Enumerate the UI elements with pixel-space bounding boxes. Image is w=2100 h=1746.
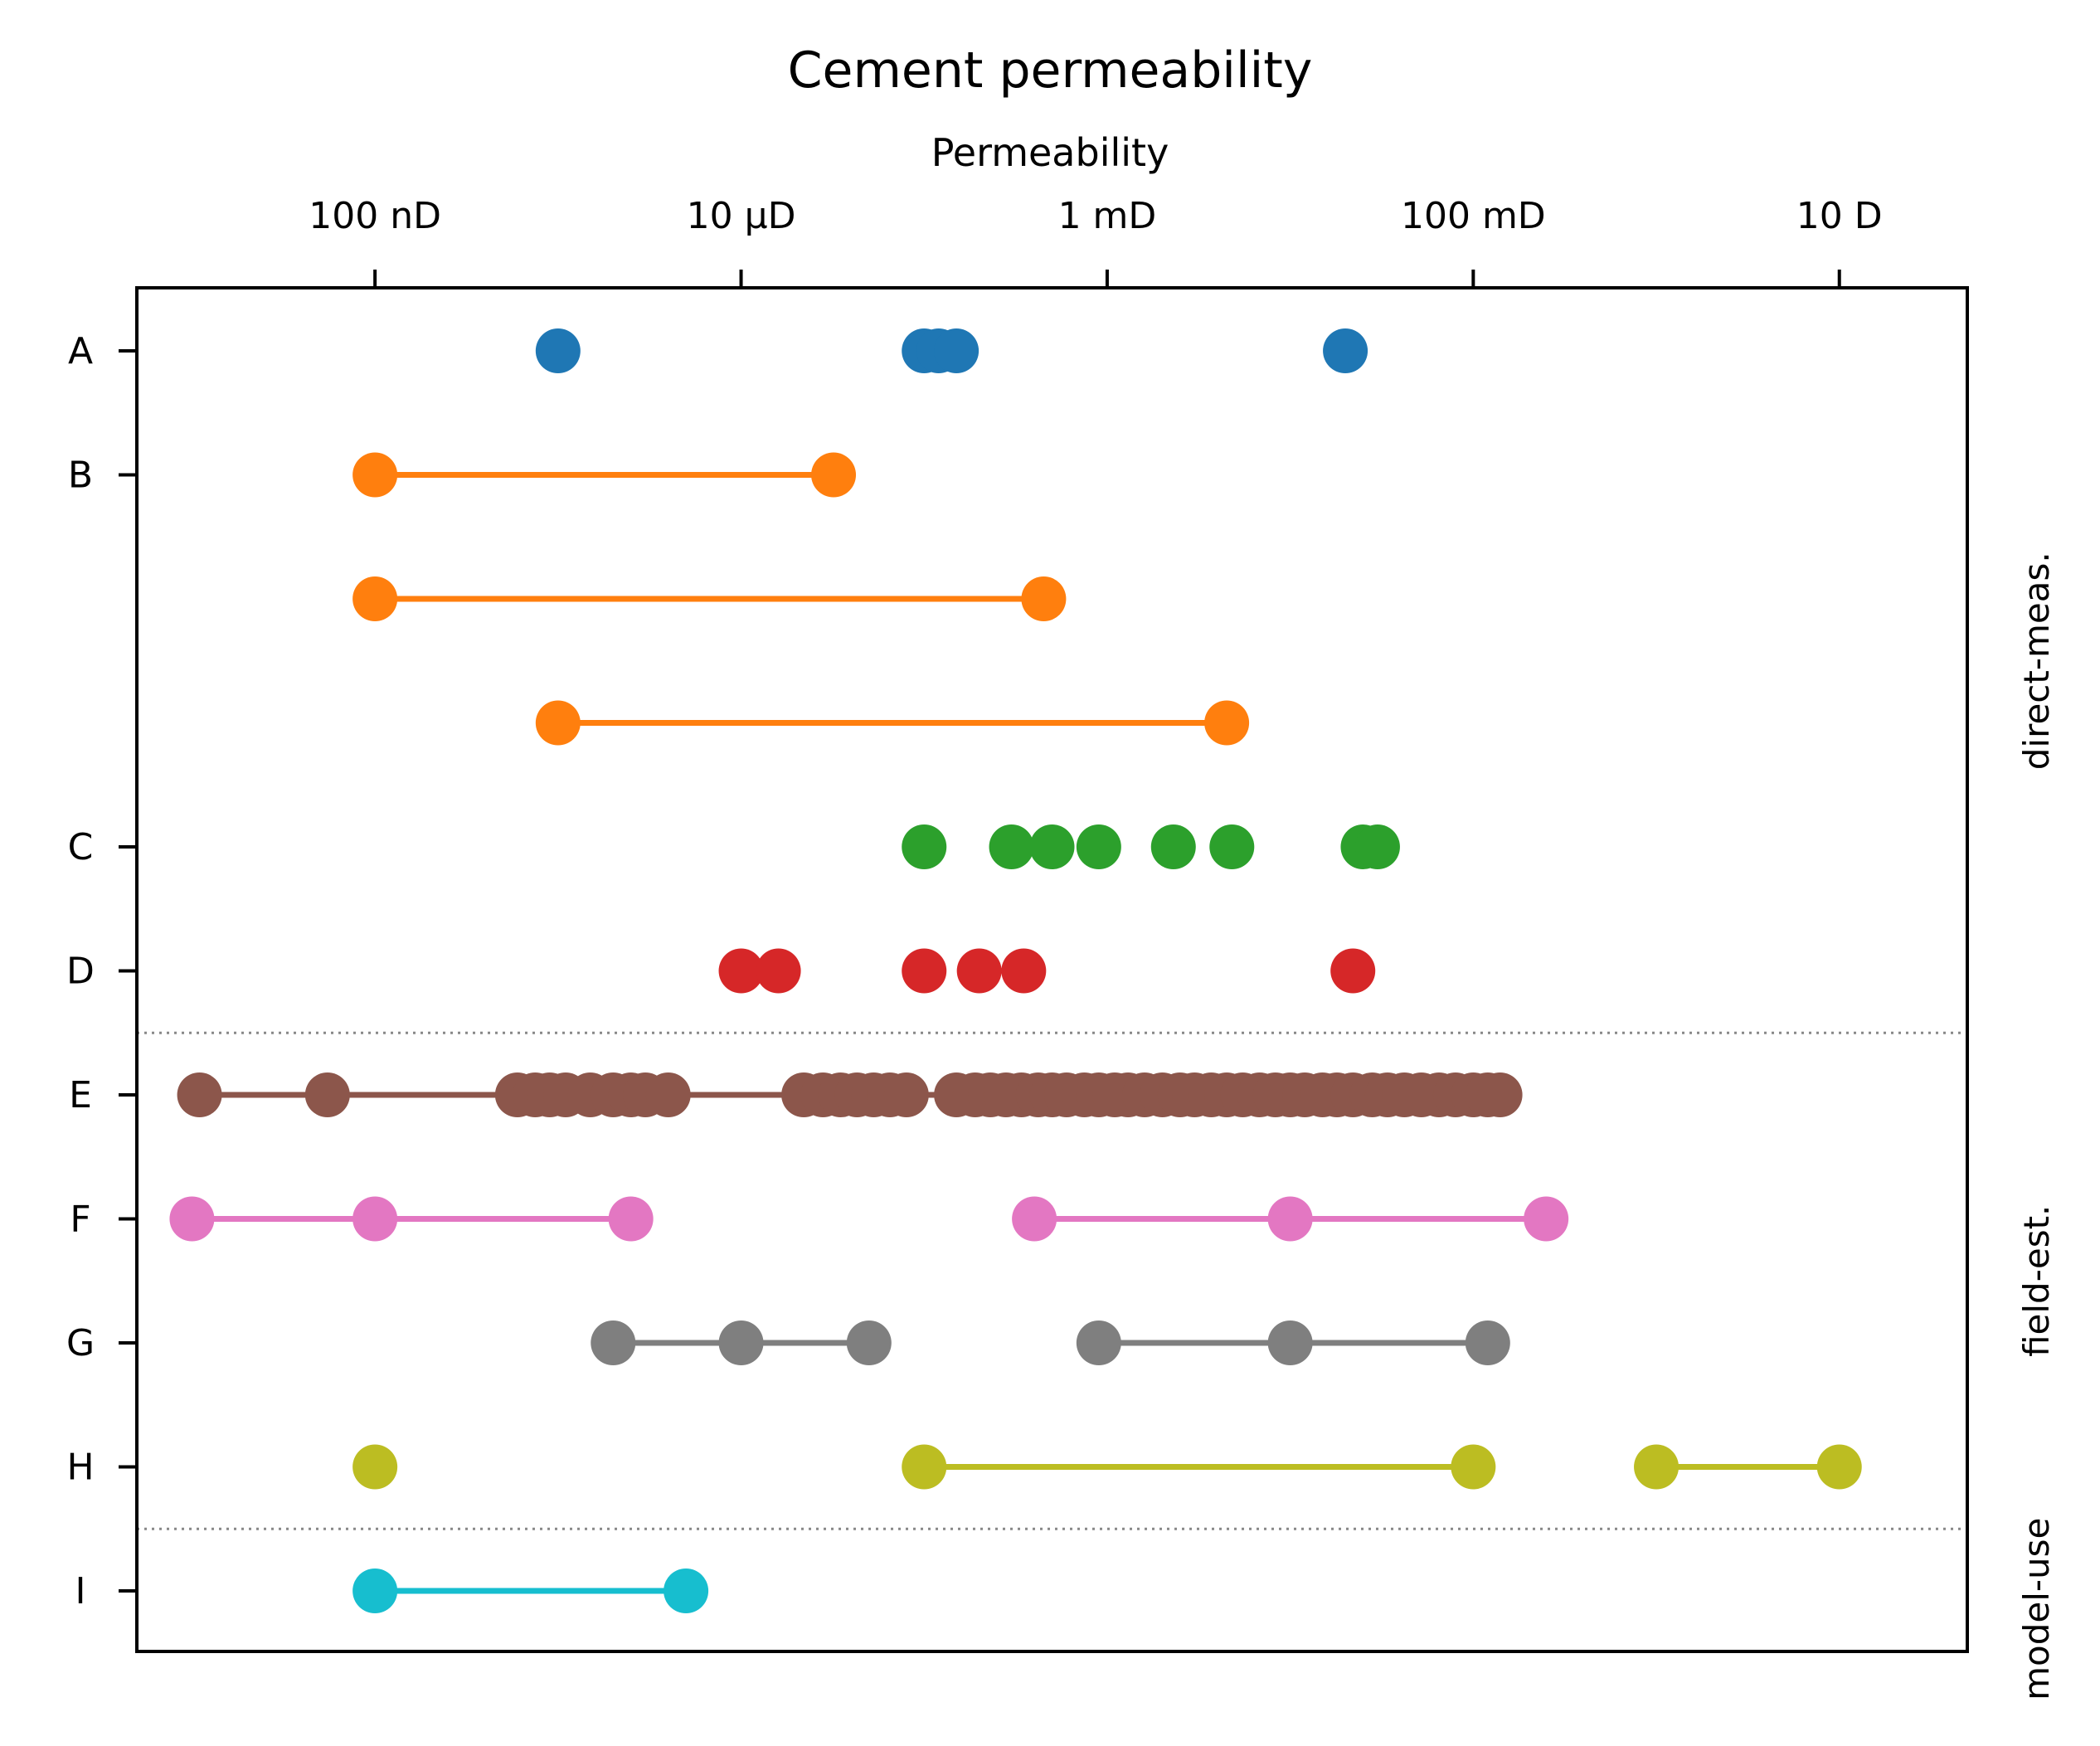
row-0-point-3 xyxy=(934,328,980,373)
plot-frame xyxy=(135,286,1969,1653)
row-4-point-2 xyxy=(1029,824,1075,869)
y-tick-label-8: G xyxy=(66,1322,95,1364)
row-9-point-0 xyxy=(352,1444,398,1490)
row-8-point-1 xyxy=(718,1320,764,1365)
y-tick-label-10: I xyxy=(75,1570,86,1612)
row-8-point-4 xyxy=(1267,1320,1313,1365)
row-6-point-0 xyxy=(177,1072,222,1117)
row-0-point-4 xyxy=(1323,328,1368,373)
row-8-point-5 xyxy=(1465,1320,1510,1365)
x-tick-label-2: 1 mD xyxy=(1058,195,1157,237)
x-axis-label: Permeability xyxy=(931,130,1169,175)
row-4-point-3 xyxy=(1076,824,1121,869)
row-9-point-1 xyxy=(902,1444,947,1490)
row-4-point-5 xyxy=(1209,824,1255,869)
y-tick-label-6: E xyxy=(69,1074,92,1116)
row-9-point-4 xyxy=(1816,1444,1862,1490)
row-10-point-1 xyxy=(664,1568,709,1613)
y-tick-label-9: H xyxy=(66,1447,94,1489)
y-tick-label-1: B xyxy=(68,455,93,497)
row-5-point-5 xyxy=(1330,948,1376,994)
y-tick-label-5: D xyxy=(66,951,95,993)
chart-title: Cement permeability xyxy=(788,41,1313,100)
row-0-point-0 xyxy=(535,328,581,373)
marks-layer xyxy=(137,328,1967,1613)
y-tick-label-7: F xyxy=(70,1199,90,1241)
row-5-point-1 xyxy=(756,948,801,994)
row-8-point-2 xyxy=(846,1320,892,1365)
row-7-point-5 xyxy=(1524,1196,1569,1242)
row-2-point-1 xyxy=(1021,576,1067,621)
row-8-point-3 xyxy=(1076,1320,1121,1365)
row-6-point-52 xyxy=(1477,1072,1523,1117)
row-7-point-0 xyxy=(169,1196,215,1242)
row-3-point-1 xyxy=(1204,700,1250,746)
x-tick-label-1: 10 μD xyxy=(687,195,796,237)
row-8-point-0 xyxy=(591,1320,636,1365)
row-5-point-3 xyxy=(956,948,1002,994)
row-2-point-0 xyxy=(352,576,398,621)
row-4-point-7 xyxy=(1354,824,1400,869)
row-9-point-2 xyxy=(1451,1444,1496,1490)
row-6-point-17 xyxy=(883,1072,929,1117)
row-7-point-4 xyxy=(1267,1196,1313,1242)
group-label-2: model-use xyxy=(2016,1518,2057,1700)
x-tick-label-3: 100 mD xyxy=(1401,195,1546,237)
row-5-point-0 xyxy=(718,948,764,994)
row-1-point-1 xyxy=(811,452,857,498)
y-tick-label-0: A xyxy=(68,330,93,372)
row-7-point-1 xyxy=(352,1196,398,1242)
row-10-point-0 xyxy=(352,1568,398,1613)
row-9-point-3 xyxy=(1634,1444,1680,1490)
row-4-point-0 xyxy=(902,824,947,869)
row-1-point-0 xyxy=(352,452,398,498)
row-3-point-0 xyxy=(535,700,581,746)
row-5-point-4 xyxy=(1001,948,1047,994)
group-label-1: field-est. xyxy=(2016,1205,2057,1357)
x-tick-label-4: 10 D xyxy=(1796,195,1883,237)
tick-layer: 100 nD 10 μD 1 mD 100 mD 10 D A B C D E F G H Idirect… xyxy=(66,195,2057,1700)
row-7-point-3 xyxy=(1012,1196,1057,1242)
group-label-0: direct-meas. xyxy=(2016,552,2057,770)
row-6-point-10 xyxy=(645,1072,691,1117)
row-5-point-2 xyxy=(902,948,947,994)
row-4-point-1 xyxy=(989,824,1034,869)
row-6-point-1 xyxy=(304,1072,350,1117)
y-tick-label-4: C xyxy=(68,826,94,868)
row-7-point-2 xyxy=(608,1196,654,1242)
row-4-point-4 xyxy=(1150,824,1196,869)
x-tick-label-0: 100 nD xyxy=(309,195,441,237)
